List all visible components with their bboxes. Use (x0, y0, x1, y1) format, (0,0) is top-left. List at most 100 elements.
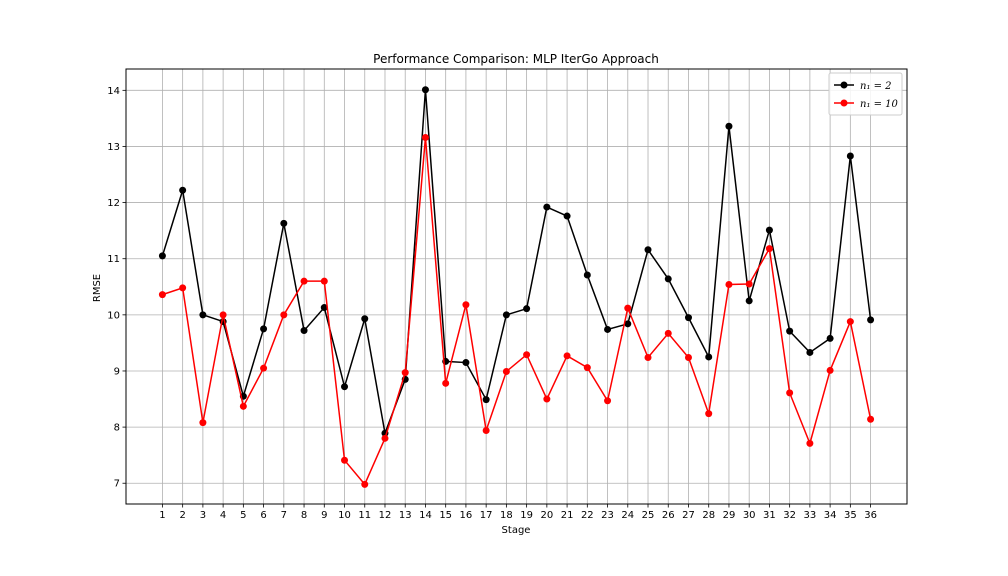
series-1-point (563, 212, 571, 220)
x-tick-label: 17 (480, 510, 493, 521)
x-tick-label: 27 (682, 510, 695, 521)
series-2-point (806, 439, 814, 447)
x-tick-label: 21 (561, 510, 574, 521)
x-axis-label: Stage (502, 525, 531, 536)
x-tick-label: 3 (200, 510, 206, 521)
x-tick-label: 13 (399, 510, 412, 521)
y-tick-label: 7 (114, 479, 120, 490)
x-tick-label: 8 (301, 510, 307, 521)
series-1-point (280, 219, 288, 227)
series-1-point (502, 311, 510, 319)
grid (126, 69, 907, 504)
series-2-point (341, 456, 349, 464)
series-2-point (684, 354, 692, 362)
series-1-point (158, 252, 166, 260)
series-1-point (725, 122, 733, 130)
legend-label-series-2: n₁ = 10 (860, 99, 899, 110)
series-2-point (300, 277, 308, 285)
series-1-point (523, 305, 531, 313)
chart-title: Performance Comparison: MLP IterGo Appro… (373, 52, 659, 66)
x-tick-label: 4 (220, 510, 226, 521)
y-tick-label: 14 (107, 86, 120, 97)
series-2-point (786, 389, 794, 397)
series-2-point (644, 354, 652, 362)
series-1-point (867, 316, 875, 324)
series-1-point (765, 226, 773, 234)
y-tick-label: 11 (107, 254, 120, 265)
series-2-point (583, 364, 591, 372)
series-2-point (442, 379, 450, 387)
series-1-point (199, 311, 207, 319)
x-tick-label: 28 (702, 510, 715, 521)
series-1-point (705, 353, 713, 361)
series-1-point (826, 334, 834, 342)
x-tick-label: 2 (179, 510, 185, 521)
series-2-point (867, 415, 875, 423)
series-2-point (361, 480, 369, 488)
series-2-point (765, 245, 773, 253)
series-1-point (604, 325, 612, 333)
ticks: 1 2 3 4 5 6 7 8 9 10 11 12 13 14 15 16 17 18 19 20 21 22 23 24 2… (107, 86, 877, 521)
series-1-point (846, 152, 854, 160)
series-1-point (179, 186, 187, 194)
series-2-point (462, 301, 470, 309)
series-2-point (846, 318, 854, 326)
series-1-point (806, 348, 814, 356)
x-tick-label: 20 (540, 510, 553, 521)
series-1-point (684, 314, 692, 322)
y-tick-label: 8 (114, 423, 120, 434)
x-tick-label: 5 (240, 510, 246, 521)
x-tick-label: 29 (723, 510, 736, 521)
y-axis-label: RMSE (92, 274, 103, 302)
series-1-point (664, 275, 672, 283)
series-1-point (583, 271, 591, 279)
y-tick-label: 10 (107, 310, 120, 321)
x-tick-label: 9 (321, 510, 327, 521)
series-2-point (523, 351, 531, 359)
series-1-point (543, 203, 551, 211)
series-2-point (482, 426, 490, 434)
x-tick-label: 7 (281, 510, 287, 521)
series-1-point (482, 396, 490, 404)
x-tick-label: 18 (500, 510, 513, 521)
x-tick-label: 34 (824, 510, 837, 521)
legend-box (828, 72, 903, 116)
x-tick-label: 31 (763, 510, 776, 521)
x-tick-label: 26 (662, 510, 675, 521)
series-2-point (260, 364, 268, 372)
series-1-point (644, 246, 652, 254)
series-2-point (725, 281, 733, 289)
series-1-point (786, 327, 794, 335)
series-1-point (462, 359, 470, 367)
x-tick-label: 36 (864, 510, 877, 521)
x-tick-label: 10 (338, 510, 351, 521)
series-2-point (179, 284, 187, 292)
x-tick-label: 30 (743, 510, 756, 521)
series-2-point (280, 311, 288, 319)
x-tick-label: 32 (783, 510, 796, 521)
series-2-point (381, 434, 389, 442)
series-1-point (341, 383, 349, 391)
x-tick-label: 6 (260, 510, 266, 521)
series-1-point (260, 325, 268, 333)
series-2-point (401, 369, 409, 377)
series-2-point (745, 280, 753, 288)
y-tick-label: 9 (114, 366, 120, 377)
series-2-point (502, 368, 510, 376)
x-tick-label: 12 (379, 510, 392, 521)
series-2-point (320, 277, 328, 285)
legend: n₁ = 2 n₁ = 10 (828, 72, 903, 116)
x-tick-label: 1 (159, 510, 165, 521)
x-tick-label: 33 (804, 510, 817, 521)
x-tick-label: 24 (621, 510, 634, 521)
x-tick-label: 19 (520, 510, 533, 521)
series-2-point (705, 410, 713, 418)
series-2-point (421, 133, 429, 141)
x-tick-label: 16 (460, 510, 473, 521)
series-2-point (664, 329, 672, 337)
x-tick-label: 15 (439, 510, 452, 521)
plot-frame (125, 68, 908, 505)
x-tick-label: 11 (358, 510, 371, 521)
x-tick-label: 22 (581, 510, 594, 521)
x-tick-label: 23 (601, 510, 614, 521)
